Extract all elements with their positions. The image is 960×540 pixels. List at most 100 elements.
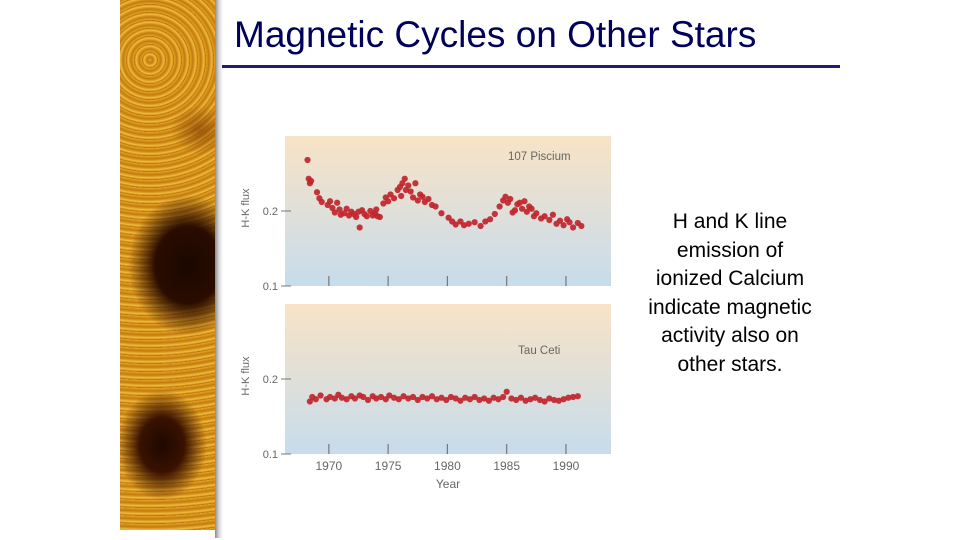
data-point <box>376 213 383 221</box>
data-point <box>334 199 341 206</box>
data-point <box>533 210 540 217</box>
data-point <box>486 216 494 223</box>
data-point <box>318 198 325 206</box>
chart-panel-tau-ceti: 0.1 0.2 1970 1975 1980 1985 1990 H-K flux Year Ta… <box>240 304 611 491</box>
slide-caption: H and K line emission of ionized Calcium… <box>628 208 832 379</box>
data-point <box>518 205 526 212</box>
data-point <box>331 209 338 216</box>
image-edge-shadow <box>215 0 223 538</box>
x-tick-label: 1975 <box>375 459 402 473</box>
data-point <box>438 210 445 217</box>
data-point <box>508 395 515 402</box>
data-point <box>565 394 572 401</box>
caption-line: H and K line <box>672 210 788 233</box>
x-tick-label: 1990 <box>553 459 580 473</box>
data-point <box>574 393 581 400</box>
data-point <box>307 177 315 185</box>
data-point <box>555 397 562 404</box>
data-point <box>532 394 539 401</box>
data-point <box>419 393 426 401</box>
data-point <box>326 198 334 205</box>
data-point <box>390 394 398 401</box>
data-point <box>460 222 468 229</box>
data-point <box>438 394 445 401</box>
data-point <box>409 194 417 201</box>
data-point <box>495 396 502 403</box>
data-point <box>343 396 350 403</box>
data-point <box>425 195 432 203</box>
data-point <box>424 395 431 402</box>
data-point <box>491 210 498 218</box>
data-point <box>550 396 558 404</box>
data-point <box>546 216 553 224</box>
data-point <box>476 396 483 404</box>
data-point <box>351 395 359 402</box>
data-point <box>466 396 474 403</box>
data-point <box>338 394 346 401</box>
data-point <box>462 394 469 401</box>
data-point <box>523 208 530 215</box>
data-point <box>360 393 367 401</box>
data-point <box>569 224 577 231</box>
data-point <box>313 189 321 196</box>
data-point <box>503 388 510 395</box>
data-point <box>356 224 363 231</box>
data-point <box>428 393 436 400</box>
data-point <box>471 219 478 226</box>
data-point <box>443 396 450 404</box>
data-point <box>527 396 534 403</box>
y-tick-label: 0.2 <box>263 206 278 218</box>
data-point <box>380 200 387 207</box>
data-point <box>513 396 520 404</box>
data-point <box>541 213 548 220</box>
data-point <box>556 217 564 224</box>
data-point <box>414 396 421 404</box>
data-point <box>398 192 405 200</box>
data-point <box>304 156 311 164</box>
data-point <box>485 397 492 404</box>
sunspot-image <box>120 0 215 530</box>
data-point <box>452 395 459 402</box>
data-point <box>390 195 398 202</box>
data-point <box>363 213 370 220</box>
data-point <box>405 395 412 402</box>
data-point <box>490 394 497 401</box>
x-tick-label: 1970 <box>316 459 343 473</box>
x-tick-label: 1980 <box>434 459 461 473</box>
data-point <box>405 182 412 189</box>
y-axis-label: H-K flux <box>240 356 252 396</box>
x-tick-label: 1985 <box>493 459 520 473</box>
data-point <box>560 396 567 403</box>
data-point <box>517 394 525 401</box>
chart-background <box>285 304 611 454</box>
data-point <box>385 198 392 205</box>
data-point <box>400 393 407 400</box>
data-point <box>317 392 324 399</box>
data-point <box>326 393 334 401</box>
data-point <box>482 218 489 225</box>
title-underline <box>222 65 840 68</box>
data-point <box>536 396 543 404</box>
caption-line: indicate magnetic <box>648 295 812 319</box>
x-axis-label: Year <box>436 477 460 491</box>
data-point <box>471 393 478 401</box>
data-point <box>546 395 553 402</box>
data-point <box>560 222 567 229</box>
data-point <box>522 397 529 404</box>
data-point <box>312 396 319 403</box>
data-point <box>496 203 503 210</box>
data-point <box>432 203 439 210</box>
data-point <box>433 396 440 403</box>
caption-line: ionized Calcium <box>655 267 805 290</box>
data-point <box>412 180 419 187</box>
data-point <box>377 393 385 401</box>
caption-line: activity also on <box>661 324 799 347</box>
data-point <box>419 193 426 200</box>
data-point <box>507 195 514 203</box>
data-point <box>353 213 360 221</box>
data-point <box>336 206 343 213</box>
hk-flux-charts: 0.1 0.2 H-K flux 107 Piscium 0.1 0.2 1970 1975… <box>240 136 611 491</box>
data-point <box>373 206 380 213</box>
chart-panel-107-piscium: 0.1 0.2 H-K flux 107 Piscium <box>240 136 611 293</box>
star-name-label: Tau Ceti <box>518 345 560 357</box>
